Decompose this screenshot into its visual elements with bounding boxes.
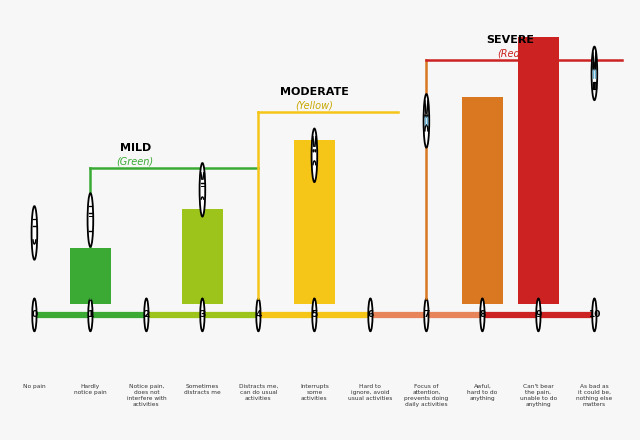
Text: Awful,
hard to do
anything: Awful, hard to do anything [467, 384, 497, 401]
Circle shape [200, 298, 205, 331]
Ellipse shape [200, 163, 205, 216]
Text: Sometimes
distracts me: Sometimes distracts me [184, 384, 221, 395]
Circle shape [144, 298, 148, 331]
Circle shape [595, 62, 596, 70]
Text: Hardly
notice pain: Hardly notice pain [74, 384, 107, 395]
Ellipse shape [88, 193, 93, 247]
Text: Hard to
ignore, avoid
usual activities: Hard to ignore, avoid usual activities [348, 384, 392, 401]
Circle shape [593, 62, 594, 70]
Text: Focus of
attention,
prevents doing
daily activities: Focus of attention, prevents doing daily… [404, 384, 449, 407]
Circle shape [256, 298, 260, 331]
Bar [518, 37, 559, 304]
Circle shape [592, 298, 596, 331]
Text: 2: 2 [143, 310, 150, 319]
Text: 6: 6 [367, 310, 374, 319]
Text: No pain: No pain [23, 384, 45, 389]
Bar [593, 82, 596, 89]
Ellipse shape [591, 47, 597, 100]
Ellipse shape [424, 94, 429, 147]
Text: 9: 9 [535, 310, 541, 319]
Bar [462, 97, 502, 304]
Text: MODERATE: MODERATE [280, 87, 349, 97]
Text: Can't bear
the pain,
unable to do
anything: Can't bear the pain, unable to do anythi… [520, 384, 557, 407]
Text: 5: 5 [311, 310, 317, 319]
Circle shape [32, 298, 36, 331]
Ellipse shape [31, 206, 37, 260]
Text: MILD: MILD [120, 143, 151, 153]
Text: (Red): (Red) [497, 48, 524, 58]
Text: Interrupts
some
activities: Interrupts some activities [300, 384, 329, 401]
Text: 0: 0 [31, 310, 38, 319]
Text: 10: 10 [588, 310, 600, 319]
Bar [70, 248, 111, 304]
Circle shape [424, 298, 429, 331]
Text: 3: 3 [199, 310, 205, 319]
Text: Notice pain,
does not
interfere with
activities: Notice pain, does not interfere with act… [127, 384, 166, 407]
Text: SEVERE: SEVERE [486, 35, 534, 45]
Text: 4: 4 [255, 310, 262, 319]
Ellipse shape [312, 128, 317, 182]
Circle shape [536, 298, 541, 331]
Circle shape [368, 298, 372, 331]
Text: 1: 1 [87, 310, 93, 319]
Bar [182, 209, 223, 304]
Bar [294, 140, 335, 304]
Circle shape [312, 298, 317, 331]
Text: Distracts me,
can do usual
activities: Distracts me, can do usual activities [239, 384, 278, 401]
Circle shape [88, 298, 93, 331]
Text: 8: 8 [479, 310, 486, 319]
Text: 7: 7 [423, 310, 429, 319]
Text: As bad as
it could be,
nothing else
matters: As bad as it could be, nothing else matt… [576, 384, 612, 407]
Circle shape [480, 298, 484, 331]
Text: (Yellow): (Yellow) [296, 100, 333, 110]
Text: (Green): (Green) [116, 156, 154, 166]
